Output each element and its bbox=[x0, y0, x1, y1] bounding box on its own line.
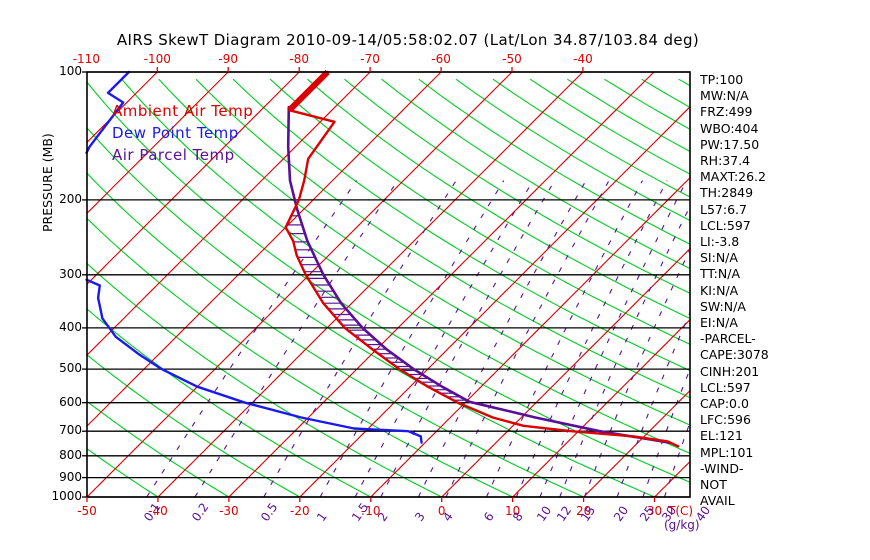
mixing-ratio-axis-title: (g/kg) bbox=[664, 518, 700, 532]
pressure-tick-label: 800 bbox=[59, 447, 82, 462]
pressure-tick-label: 400 bbox=[59, 319, 82, 334]
index-readout: L57:6.7 bbox=[700, 201, 747, 217]
temperature-tick-label-top: -90 bbox=[218, 52, 239, 66]
legend-item-dewpoint: Dew Point Temp bbox=[112, 124, 239, 142]
temperature-tick-label-top: -100 bbox=[143, 52, 171, 66]
index-readout: SI:N/A bbox=[700, 250, 738, 266]
index-readout: KI:N/A bbox=[700, 282, 739, 298]
pressure-tick-label: 900 bbox=[59, 469, 82, 484]
legend-item-ambient: Ambient Air Temp bbox=[112, 102, 254, 120]
index-readout: LCL:597 bbox=[700, 217, 751, 233]
plot-frame bbox=[86, 71, 691, 498]
temperature-axis-title: T(C) bbox=[668, 504, 694, 518]
index-readout: MPL:101 bbox=[700, 444, 754, 460]
index-readout: CAP:0.0 bbox=[700, 396, 749, 411]
cape-hatching bbox=[286, 215, 467, 401]
index-readout: MW:N/A bbox=[700, 88, 749, 104]
pressure-tick-label: 100 bbox=[59, 64, 82, 78]
index-readout: CINH:201 bbox=[700, 363, 760, 379]
temperature-tick-label-bottom: -30 bbox=[219, 504, 239, 518]
temperature-tick-label-top: -80 bbox=[289, 52, 309, 66]
mixing-ratio-lines bbox=[146, 180, 692, 498]
index-readout: PW:17.50 bbox=[700, 136, 760, 152]
temperature-tick-label-bottom: -20 bbox=[290, 504, 310, 518]
pressure-tick-label: 200 bbox=[59, 191, 82, 206]
index-readout: FRZ:499 bbox=[700, 104, 753, 120]
pressure-tick-label: 300 bbox=[59, 266, 82, 281]
index-readout: -WIND- bbox=[700, 460, 744, 476]
index-readout: LI:-3.8 bbox=[700, 234, 740, 249]
index-readout: TP:100 bbox=[700, 72, 744, 87]
temperature-tick-label-bottom: -40 bbox=[148, 504, 168, 518]
index-readout: SW:N/A bbox=[700, 298, 746, 314]
index-readout: TH:2849 bbox=[700, 185, 754, 201]
pressure-tick-label: 500 bbox=[59, 361, 82, 376]
index-readout: TT:N/A bbox=[700, 266, 741, 282]
index-readout: MAXT:26.2 bbox=[700, 169, 766, 185]
temperature-tick-label-bottom: 10 bbox=[505, 504, 521, 518]
legend-item-parcel: Air Parcel Temp bbox=[112, 146, 235, 164]
index-readout: LCL:597 bbox=[700, 379, 751, 395]
pressure-tick-label: 600 bbox=[59, 394, 82, 409]
temperature-tick-label-bottom: 0 bbox=[437, 504, 446, 518]
index-readout: CAPE:3078 bbox=[700, 347, 769, 363]
temperature-tick-label-bottom: -50 bbox=[77, 504, 97, 518]
index-readout: NOT bbox=[700, 477, 727, 492]
axis-ticks bbox=[82, 67, 656, 502]
pressure-axis-title: PRESSURE (MB) bbox=[40, 133, 55, 232]
temperature-tick-label-top: -60 bbox=[431, 52, 451, 66]
index-readout: EL:121 bbox=[700, 428, 743, 444]
temperature-tick-label-top: -70 bbox=[360, 52, 380, 66]
sounding-curves bbox=[85, 69, 680, 448]
pressure-tick-label: 1000 bbox=[51, 489, 82, 503]
index-readout: RH:37.4 bbox=[700, 153, 751, 168]
pressure-tick-label: 700 bbox=[59, 423, 82, 438]
temperature-tick-label-top: -110 bbox=[72, 52, 100, 66]
index-readout: LFC:596 bbox=[700, 412, 751, 428]
index-readout: EI:N/A bbox=[700, 315, 738, 330]
temperature-tick-label-top: -50 bbox=[502, 52, 522, 66]
temperature-tick-label-bottom: 30 bbox=[646, 504, 663, 518]
index-readout: -PARCEL- bbox=[700, 331, 756, 347]
temperature-tick-label-top: -40 bbox=[573, 52, 593, 66]
page-title: AIRS SkewT Diagram 2010-09-14/05:58:02.0… bbox=[116, 31, 700, 49]
index-readout: AVAIL bbox=[700, 493, 735, 509]
temperature-tick-label-bottom: -10 bbox=[360, 504, 381, 518]
temperature-tick-label-bottom: 20 bbox=[575, 504, 592, 518]
index-readout: WBO:404 bbox=[700, 120, 759, 136]
